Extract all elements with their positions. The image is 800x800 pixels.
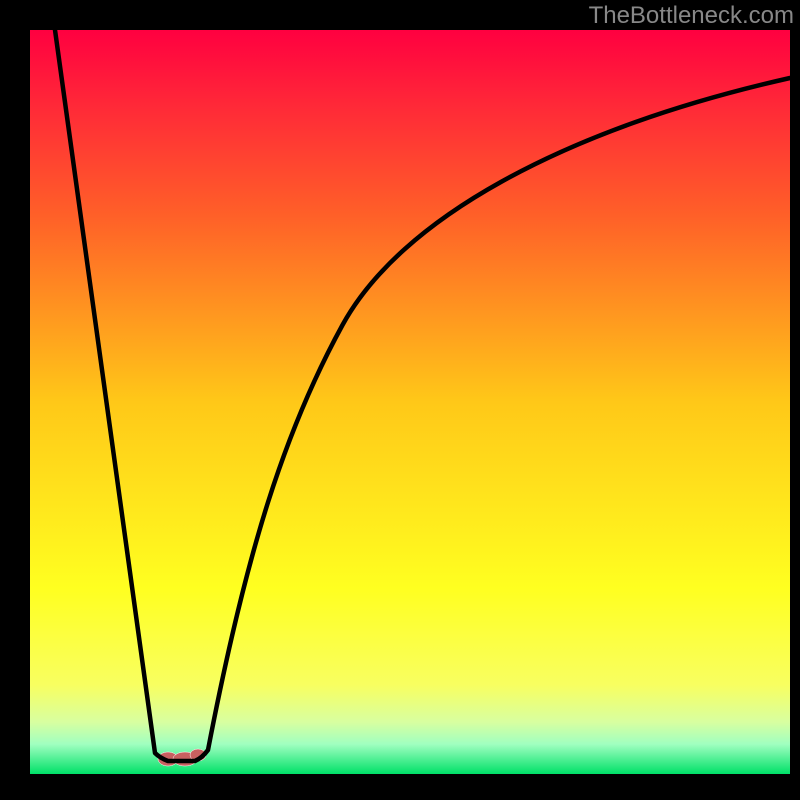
- curve-layer: [30, 30, 790, 774]
- plot-area: [30, 30, 790, 774]
- chart-container: TheBottleneck.com: [0, 0, 800, 800]
- watermark-text: TheBottleneck.com: [589, 2, 794, 30]
- bottleneck-curve: [55, 30, 790, 761]
